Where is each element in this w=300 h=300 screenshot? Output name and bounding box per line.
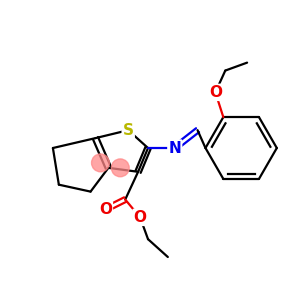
Circle shape [92,154,110,172]
Text: S: S [123,123,134,138]
Text: O: O [209,85,222,100]
Text: O: O [99,202,112,217]
Circle shape [111,159,129,177]
Text: N: N [168,140,181,155]
Text: O: O [134,210,147,225]
